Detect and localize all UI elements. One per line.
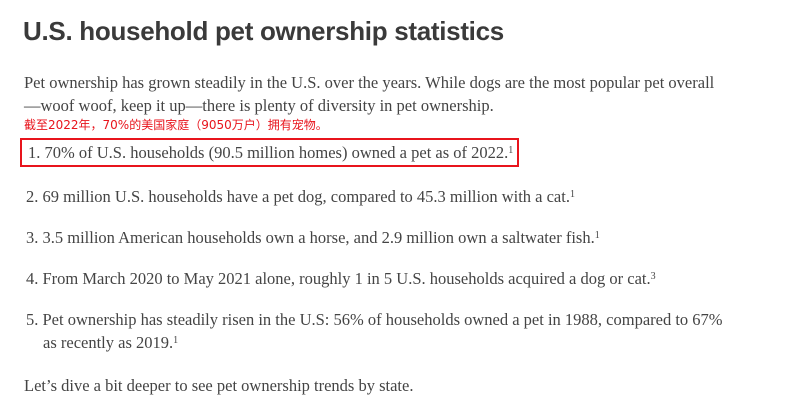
item-text: as recently as 2019. [43,333,174,352]
list-item-highlighted: 1. 70% of U.S. households (90.5 million … [20,138,520,167]
item-text: 69 million U.S. households have a pet do… [42,187,570,206]
footnote-ref[interactable]: 1 [173,335,179,346]
article: U.S. household pet ownership statistics … [20,16,776,395]
intro-line: —woof woof, keep it up—there is plenty o… [24,96,494,115]
list-item: 4. From March 2020 to May 2021 alone, ro… [24,267,776,290]
footnote-ref[interactable]: 1 [569,189,575,200]
intro-paragraph: Pet ownership has grown steadily in the … [24,71,776,117]
list-item: 3. 3.5 million American households own a… [24,226,776,249]
item-text: 3.5 million American households own a ho… [42,228,595,247]
item-number: 2. [26,187,39,206]
item-number: 3. [26,228,39,247]
footnote-ref[interactable]: 3 [650,271,656,282]
list-item: 2. 69 million U.S. households have a pet… [24,185,776,208]
outro-paragraph: Let’s dive a bit deeper to see pet owner… [24,376,414,395]
item-number: 1. [28,143,41,162]
list-item: 5. Pet ownership has steadily risen in t… [24,308,776,354]
intro-line: Pet ownership has grown steadily in the … [24,73,715,92]
item-text: Pet ownership has steadily risen in the … [42,310,723,329]
item-number: 5. [26,310,39,329]
translation-annotation: 截至2022年，70%的美国家庭（9050万户）拥有宠物。 [24,118,328,132]
item-text: 70% of U.S. households (90.5 million hom… [44,143,509,162]
footnote-ref[interactable]: 1 [508,145,514,156]
item-text: From March 2020 to May 2021 alone, rough… [42,269,651,288]
page-title: U.S. household pet ownership statistics [23,16,504,46]
item-number: 4. [26,269,39,288]
footnote-ref[interactable]: 1 [594,230,600,241]
